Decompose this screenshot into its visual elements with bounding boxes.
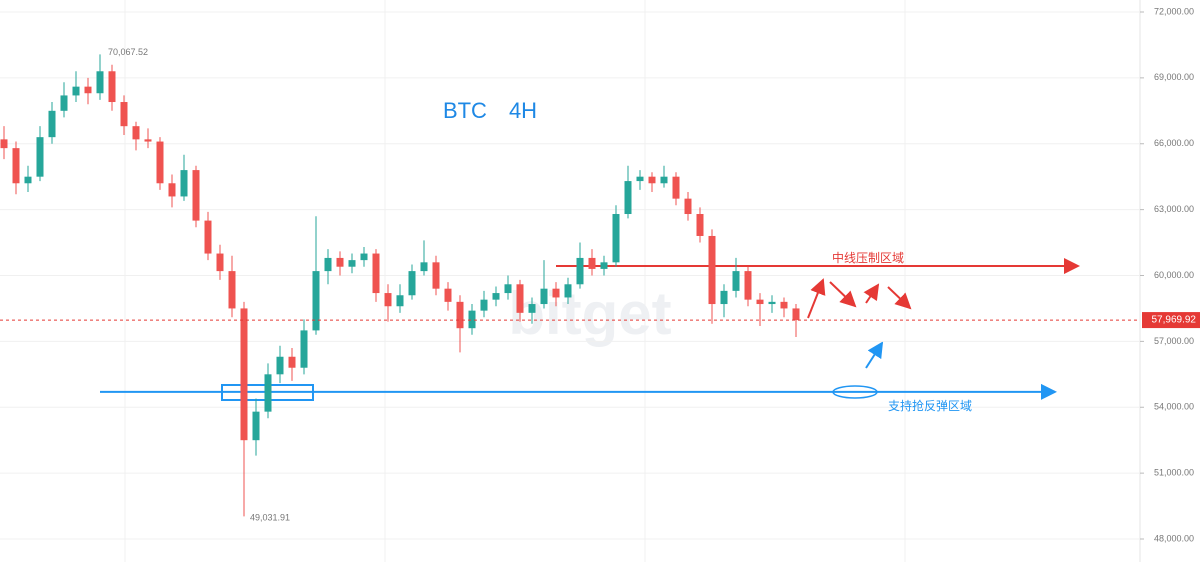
candle-body: [684, 198, 692, 215]
candle-body: [516, 284, 524, 313]
candle-body: [192, 170, 200, 221]
candle-body: [0, 139, 8, 149]
candle-body: [564, 284, 572, 298]
candle-body: [576, 257, 584, 285]
candle-body: [372, 253, 380, 294]
price-axis: [1140, 0, 1200, 562]
candle-body: [204, 220, 212, 254]
last-price-box: [1142, 312, 1200, 329]
arrows: [807, 278, 912, 319]
candle-body: [648, 176, 656, 184]
candle-body: [432, 262, 440, 289]
candle-body: [300, 330, 308, 368]
candle-body: [588, 257, 596, 269]
candle-body: [264, 374, 272, 412]
candle-body: [276, 356, 284, 375]
chart-title: BTC 4H: [443, 98, 537, 123]
candle-body: [396, 295, 404, 307]
y-tick-label: 66,000.00: [1154, 138, 1194, 148]
candle-body: [732, 271, 740, 291]
candle-body: [384, 293, 392, 307]
candle-body: [624, 181, 632, 215]
candle-body: [168, 183, 176, 197]
candle-body: [240, 308, 248, 441]
candle-body: [312, 271, 320, 331]
candle-body: [660, 176, 668, 184]
candle-body: [348, 260, 356, 267]
candle-body: [528, 304, 536, 313]
watermark: bitget: [508, 280, 671, 347]
candle-body: [552, 288, 560, 298]
candle-body: [156, 141, 164, 184]
resistance-label: 中线压制区域: [832, 250, 904, 265]
candle-body: [780, 301, 788, 309]
candle-body: [504, 284, 512, 294]
candle-body: [636, 176, 644, 182]
y-tick-label: 72,000.00: [1154, 6, 1194, 16]
candle-body: [360, 253, 368, 261]
candle-body: [444, 288, 452, 302]
candle-body: [288, 356, 296, 368]
support-label: 支持抢反弹区域: [888, 398, 972, 413]
candle-body: [612, 214, 620, 263]
candle-body: [744, 271, 752, 300]
candle-body: [456, 301, 464, 329]
candle-body: [252, 411, 260, 441]
y-tick-label: 54,000.00: [1154, 402, 1194, 412]
candle-body: [768, 301, 776, 305]
bounce-arrow: [865, 341, 884, 369]
candle-body: [24, 176, 32, 184]
low-label: 49,031.91: [250, 513, 290, 523]
candle-body: [108, 71, 116, 103]
candle-body: [132, 126, 140, 140]
candle-body: [492, 293, 500, 300]
candle-body: [72, 86, 80, 96]
y-tick-label: 57,000.00: [1154, 336, 1194, 346]
high-label: 70,067.52: [108, 47, 148, 57]
y-tick-label: 69,000.00: [1154, 72, 1194, 82]
candle-body: [672, 176, 680, 199]
candle-body: [420, 262, 428, 272]
candle-body: [36, 137, 44, 177]
y-tick-label: 63,000.00: [1154, 204, 1194, 214]
candle-body: [600, 262, 608, 269]
candle-body: [792, 308, 800, 321]
candle-body: [216, 253, 224, 272]
candle-body: [180, 170, 188, 197]
candle-body: [96, 71, 104, 94]
y-tick-label: 51,000.00: [1154, 468, 1194, 478]
candle-body: [324, 257, 332, 272]
last-price-label: 57,969.92: [1152, 315, 1197, 326]
y-tick-label: 60,000.00: [1154, 270, 1194, 280]
candle-body: [144, 139, 152, 142]
y-tick-label: 48,000.00: [1154, 533, 1194, 543]
candle-body: [228, 271, 236, 309]
candle-body: [120, 102, 128, 127]
candle-body: [468, 310, 476, 329]
candle-body: [408, 271, 416, 296]
candle-body: [756, 299, 764, 305]
candle-body: [480, 299, 488, 311]
candle-body: [336, 257, 344, 267]
candle-body: [696, 214, 704, 236]
vertical-grid: [124, 0, 906, 562]
candle-body: [540, 288, 548, 305]
candle-body: [60, 95, 68, 111]
candle-body: [12, 148, 20, 184]
candle-body: [720, 290, 728, 305]
candle-body: [708, 235, 716, 305]
candle-body: [84, 86, 92, 94]
candle-body: [48, 110, 56, 138]
